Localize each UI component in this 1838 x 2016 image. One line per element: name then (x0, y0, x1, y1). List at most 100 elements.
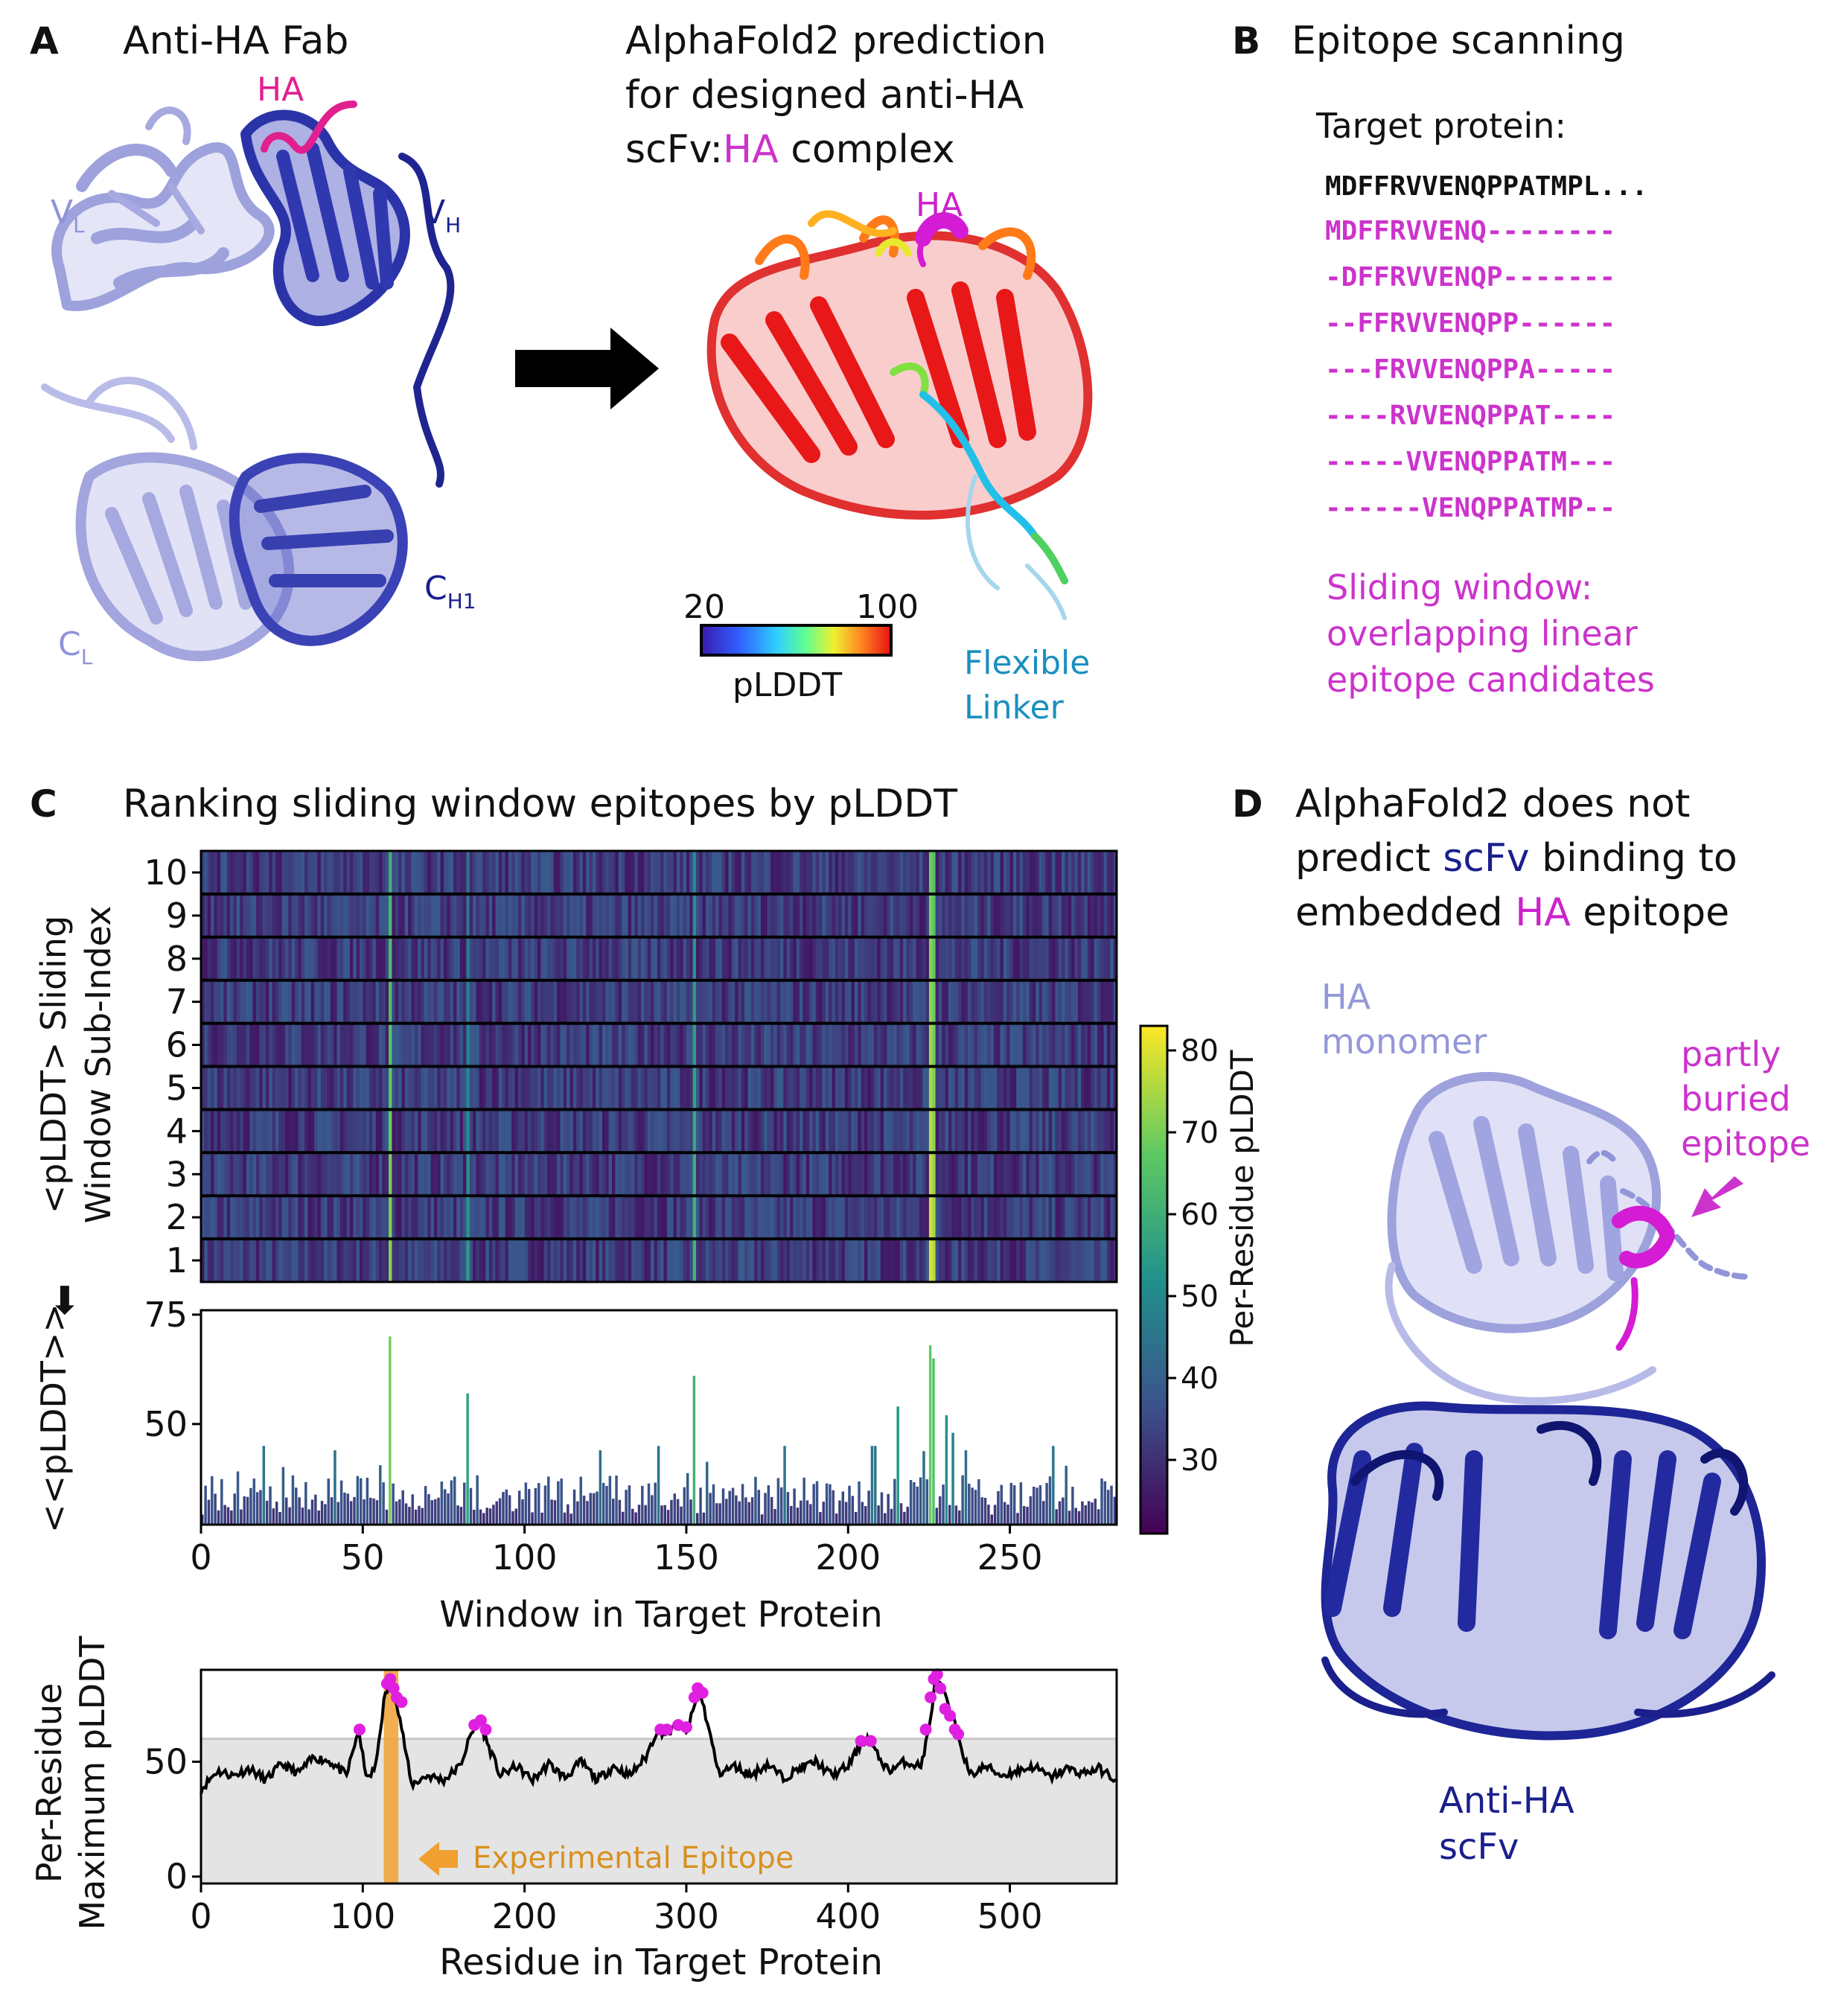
heatmap-cell (1012, 1196, 1017, 1240)
heatmap-cell (1103, 1109, 1108, 1153)
heatmap-cell (288, 937, 293, 980)
heatmap-cell (586, 1023, 590, 1067)
heatmap-cell (858, 937, 862, 980)
heatmap-cell (314, 1066, 319, 1110)
heatmap-cell (750, 1109, 755, 1153)
heatmap-cell (993, 1023, 998, 1067)
heatmap-cell (346, 1196, 351, 1240)
heatmap-cell (572, 1109, 577, 1153)
heatmap-cell (1113, 937, 1117, 980)
heatmap-cell (683, 1023, 687, 1067)
heatmap-cell (877, 1066, 881, 1110)
heatmap-cell (408, 1066, 412, 1110)
heatmap-cell (466, 937, 470, 980)
heatmap-cell (651, 1152, 655, 1196)
heatmap-cell (517, 893, 522, 937)
heatmap-cell (647, 1066, 651, 1110)
heatmap-cell (217, 1239, 221, 1282)
heatmap-cell (582, 1066, 587, 1110)
heatmap-cell (909, 1152, 913, 1196)
heatmap-cell (942, 1152, 946, 1196)
heatmap-cell (829, 1023, 833, 1067)
heatmap-cell (557, 937, 561, 980)
heatmap-cell (676, 893, 680, 937)
heatmap-cell (599, 1066, 603, 1110)
heatmap-cell (805, 1239, 810, 1282)
heatmap-cell (1068, 1196, 1072, 1240)
heatmap-cell (800, 851, 804, 894)
heatmap-cell (1058, 851, 1062, 894)
bar (492, 1505, 495, 1525)
heatmap-cell (401, 1023, 406, 1067)
heatmap-cell (747, 937, 752, 980)
heatmap-cell (800, 980, 804, 1024)
heatmap-cell (1016, 1239, 1021, 1282)
heatmap-cell (983, 851, 988, 894)
heatmap-cell (731, 980, 735, 1024)
heatmap-cell (747, 1109, 752, 1153)
heatmap-cell (272, 1239, 276, 1282)
heatmap-cell (204, 1152, 208, 1196)
heatmap-cell (686, 1023, 690, 1067)
heatmap-cell (1019, 1023, 1024, 1067)
heatmap-cell (819, 1109, 823, 1153)
heatmap-cell (731, 1066, 735, 1110)
heatmap-cell (534, 1066, 538, 1110)
bar (680, 1506, 683, 1525)
bar (430, 1500, 434, 1525)
heatmap-cell (815, 1023, 820, 1067)
heatmap-cell (482, 1066, 487, 1110)
heatmap-cell (1074, 893, 1079, 937)
heatmap-cell (618, 1066, 622, 1110)
heatmap-cell (304, 1239, 309, 1282)
bar (961, 1475, 964, 1525)
heatmap-cell (437, 1152, 441, 1196)
heatmap-cell (864, 893, 868, 937)
heatmap-cell (1087, 937, 1091, 980)
heatmap-cell (983, 1239, 988, 1282)
heatmap-cell (870, 851, 875, 894)
heatmap-cell (861, 1152, 865, 1196)
highlight-point (944, 1709, 957, 1722)
heatmap-cell (217, 1109, 221, 1153)
heatmap-cell (660, 1109, 665, 1153)
heatmap-cell (356, 980, 360, 1024)
heatmap-cell (427, 1152, 432, 1196)
bar (447, 1493, 450, 1525)
heatmap-cell (586, 1066, 590, 1110)
heatmap-cell (230, 1239, 234, 1282)
heatmap-cell (557, 1109, 561, 1153)
heatmap-cell (560, 1239, 564, 1282)
heatmap-cell (634, 1239, 639, 1282)
heatmap-cell (861, 1239, 865, 1282)
heatmap-cell (783, 1196, 788, 1240)
heatmap-cell (699, 1109, 703, 1153)
heatmap-cell (201, 1196, 205, 1240)
heatmap-cell (689, 937, 694, 980)
heatmap-cell (265, 1023, 269, 1067)
heatmap-cell (336, 1023, 341, 1067)
heatmap-cell (349, 937, 354, 980)
heatmap-cell (201, 893, 205, 937)
heatmap-cell (414, 893, 418, 937)
heatmap-cell (392, 1152, 396, 1196)
heatmap-cell (971, 1239, 975, 1282)
heatmap-cell (1006, 1196, 1011, 1240)
heatmap-cell (240, 1023, 244, 1067)
bar (414, 1509, 418, 1525)
heatmap-cell (702, 893, 706, 937)
heatmap-cell (919, 851, 923, 894)
heatmap-cell (858, 1152, 862, 1196)
heatmap-cell (259, 980, 264, 1024)
heatmap-cell (508, 893, 512, 937)
heatmap-cell (563, 937, 567, 980)
heatmap-cell (913, 1023, 917, 1067)
heatmap-cell (443, 893, 447, 937)
heatmap-cell (421, 1239, 425, 1282)
heatmap-cell (647, 1023, 651, 1067)
heatmap-cell (392, 1109, 396, 1153)
heatmap-cell (796, 1152, 800, 1196)
heatmap-cell (233, 1066, 237, 1110)
heatmap-cell (275, 1239, 279, 1282)
heatmap-cell (832, 851, 836, 894)
